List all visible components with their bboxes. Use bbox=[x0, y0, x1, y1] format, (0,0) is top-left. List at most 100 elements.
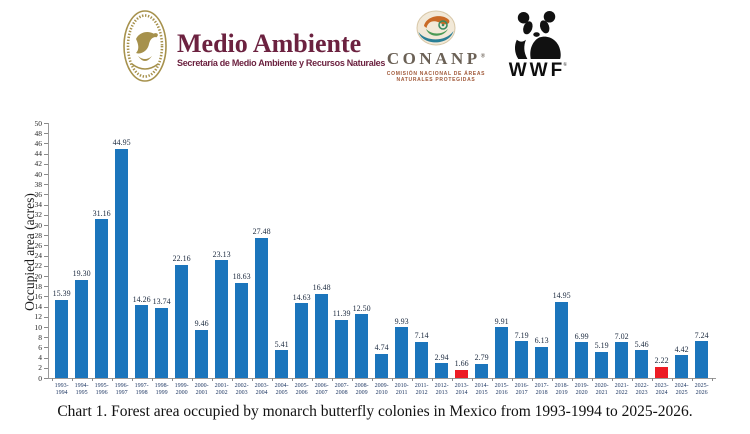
bar-2012-2013 bbox=[435, 363, 449, 378]
bar-value-label: 31.16 bbox=[92, 208, 111, 218]
bar-2024-2025 bbox=[675, 355, 689, 378]
bar-2019-2020 bbox=[575, 342, 589, 378]
y-tick-mark bbox=[44, 163, 48, 165]
y-axis-line bbox=[48, 123, 49, 378]
x-tick-mark bbox=[251, 378, 253, 381]
y-tick-label: 40 bbox=[34, 169, 43, 179]
y-tick-label: 34 bbox=[34, 200, 43, 210]
conanp-subtitle-line1: COMISIÓN NACIONAL DE ÁREAS bbox=[386, 71, 486, 77]
x-category-label: 2013- 2014 bbox=[454, 383, 469, 396]
bar-value-label: 12.50 bbox=[352, 303, 371, 313]
bar-2000-2001 bbox=[195, 329, 209, 378]
x-category-label: 2017- 2018 bbox=[534, 383, 549, 396]
bar-1993-1994 bbox=[55, 299, 69, 378]
bar-value-label: 7.24 bbox=[694, 330, 709, 340]
y-tick-label: 18 bbox=[34, 281, 43, 291]
y-tick-label: 0 bbox=[38, 373, 42, 383]
semarnat-text: Medio Ambiente Secretaría de Medio Ambie… bbox=[177, 9, 385, 68]
y-tick-label: 38 bbox=[34, 179, 43, 189]
bar-value-label: 15.39 bbox=[52, 289, 71, 298]
y-tick-mark bbox=[44, 214, 48, 216]
bar-2017-2018 bbox=[535, 346, 549, 378]
y-tick-label: 26 bbox=[34, 240, 43, 250]
y-tick-label: 32 bbox=[34, 210, 43, 220]
y-tick-label: 14 bbox=[34, 302, 43, 312]
wwf-registered-mark: ® bbox=[563, 63, 567, 68]
bar-2002-2003 bbox=[235, 282, 249, 378]
bar-value-label: 7.02 bbox=[614, 331, 629, 341]
x-tick-mark bbox=[171, 378, 173, 381]
x-category-label: 2022- 2023 bbox=[634, 383, 649, 396]
bar-value-label: 44.95 bbox=[112, 138, 131, 148]
y-tick-mark bbox=[44, 174, 48, 175]
x-tick-mark bbox=[391, 378, 393, 381]
y-tick-label: 30 bbox=[34, 220, 43, 230]
bar-2003-2004 bbox=[255, 237, 269, 378]
bar-value-label: 27.48 bbox=[252, 227, 271, 237]
bar-1995-1996 bbox=[95, 219, 109, 378]
bar-2009-2010 bbox=[375, 353, 389, 378]
x-tick-mark bbox=[211, 378, 213, 381]
y-tick-mark bbox=[44, 306, 48, 308]
conanp-subtitle-line2: NATURALES PROTEGIDAS bbox=[396, 77, 476, 83]
x-tick-mark bbox=[531, 378, 533, 381]
y-tick-mark bbox=[44, 153, 48, 155]
x-tick-mark bbox=[431, 378, 433, 381]
x-category-label: 2004- 2005 bbox=[274, 383, 289, 396]
bar-value-label: 23.13 bbox=[212, 249, 231, 259]
x-tick-mark bbox=[231, 378, 233, 381]
x-category-label: 2020- 2021 bbox=[594, 383, 609, 396]
conanp-emblem-icon bbox=[416, 10, 456, 46]
y-tick-label: 2 bbox=[38, 363, 42, 373]
x-tick-mark bbox=[451, 378, 453, 381]
x-tick-mark bbox=[311, 378, 313, 381]
bar-value-label: 11.39 bbox=[332, 309, 351, 319]
x-tick-mark bbox=[291, 378, 293, 381]
x-category-label: 1997- 1998 bbox=[134, 383, 149, 396]
bar-value-label: 2.94 bbox=[434, 352, 449, 362]
x-tick-mark bbox=[631, 378, 633, 381]
y-tick-label: 44 bbox=[34, 149, 43, 159]
bar-value-label: 14.63 bbox=[292, 292, 311, 302]
bar-2015-2016 bbox=[495, 327, 509, 378]
x-category-label: 2016- 2017 bbox=[514, 383, 529, 396]
bar-value-label: 6.99 bbox=[574, 331, 589, 341]
x-tick-mark bbox=[351, 378, 353, 381]
semarnat-logo: Medio Ambiente Secretaría de Medio Ambie… bbox=[122, 9, 385, 83]
x-category-label: 2003- 2004 bbox=[254, 383, 269, 396]
y-tick-label: 50 bbox=[34, 118, 43, 128]
y-tick-mark bbox=[44, 143, 48, 145]
x-tick-mark bbox=[611, 378, 613, 381]
y-tick-label: 6 bbox=[38, 342, 42, 352]
x-category-label: 1998- 1999 bbox=[154, 383, 169, 396]
x-tick-mark bbox=[491, 378, 493, 381]
x-tick-mark bbox=[651, 378, 653, 381]
bar-value-label: 2.79 bbox=[474, 353, 489, 363]
bar-value-label: 6.13 bbox=[534, 336, 549, 346]
x-category-label: 2010- 2011 bbox=[394, 383, 409, 396]
bar-value-label: 5.46 bbox=[634, 339, 649, 349]
x-category-label: 2002- 2003 bbox=[234, 383, 249, 396]
bar-value-label: 5.19 bbox=[594, 341, 609, 351]
monarch-area-bar-chart: Occupied area (acres) 0 2 4 6 8 10 12 14 16 18 20 2… bbox=[0, 110, 750, 410]
y-tick-mark bbox=[44, 184, 48, 186]
y-tick-label: 4 bbox=[38, 353, 42, 363]
x-tick-mark bbox=[131, 378, 133, 381]
x-tick-mark bbox=[71, 378, 73, 381]
bar-1997-1998 bbox=[135, 305, 149, 378]
x-category-label: 2009- 2010 bbox=[374, 383, 389, 396]
y-tick-label: 22 bbox=[34, 261, 43, 271]
bar-2013-2014 bbox=[455, 369, 469, 378]
bar-value-label: 7.19 bbox=[514, 330, 529, 340]
bar-value-label: 2.22 bbox=[654, 356, 669, 366]
x-category-label: 2007- 2008 bbox=[334, 383, 349, 396]
bar-1999-2000 bbox=[175, 264, 189, 378]
y-tick-label: 42 bbox=[34, 159, 43, 169]
y-tick-mark bbox=[44, 255, 48, 257]
x-category-label: 2015- 2016 bbox=[494, 383, 509, 396]
plot-area: 0 2 4 6 8 10 12 14 16 18 20 22 24 26 28 30 32 34 36 38 40 42 4… bbox=[0, 110, 750, 410]
x-category-label: 2025- 2026 bbox=[694, 383, 709, 396]
y-tick-mark bbox=[44, 286, 48, 288]
y-tick-mark bbox=[44, 265, 48, 267]
